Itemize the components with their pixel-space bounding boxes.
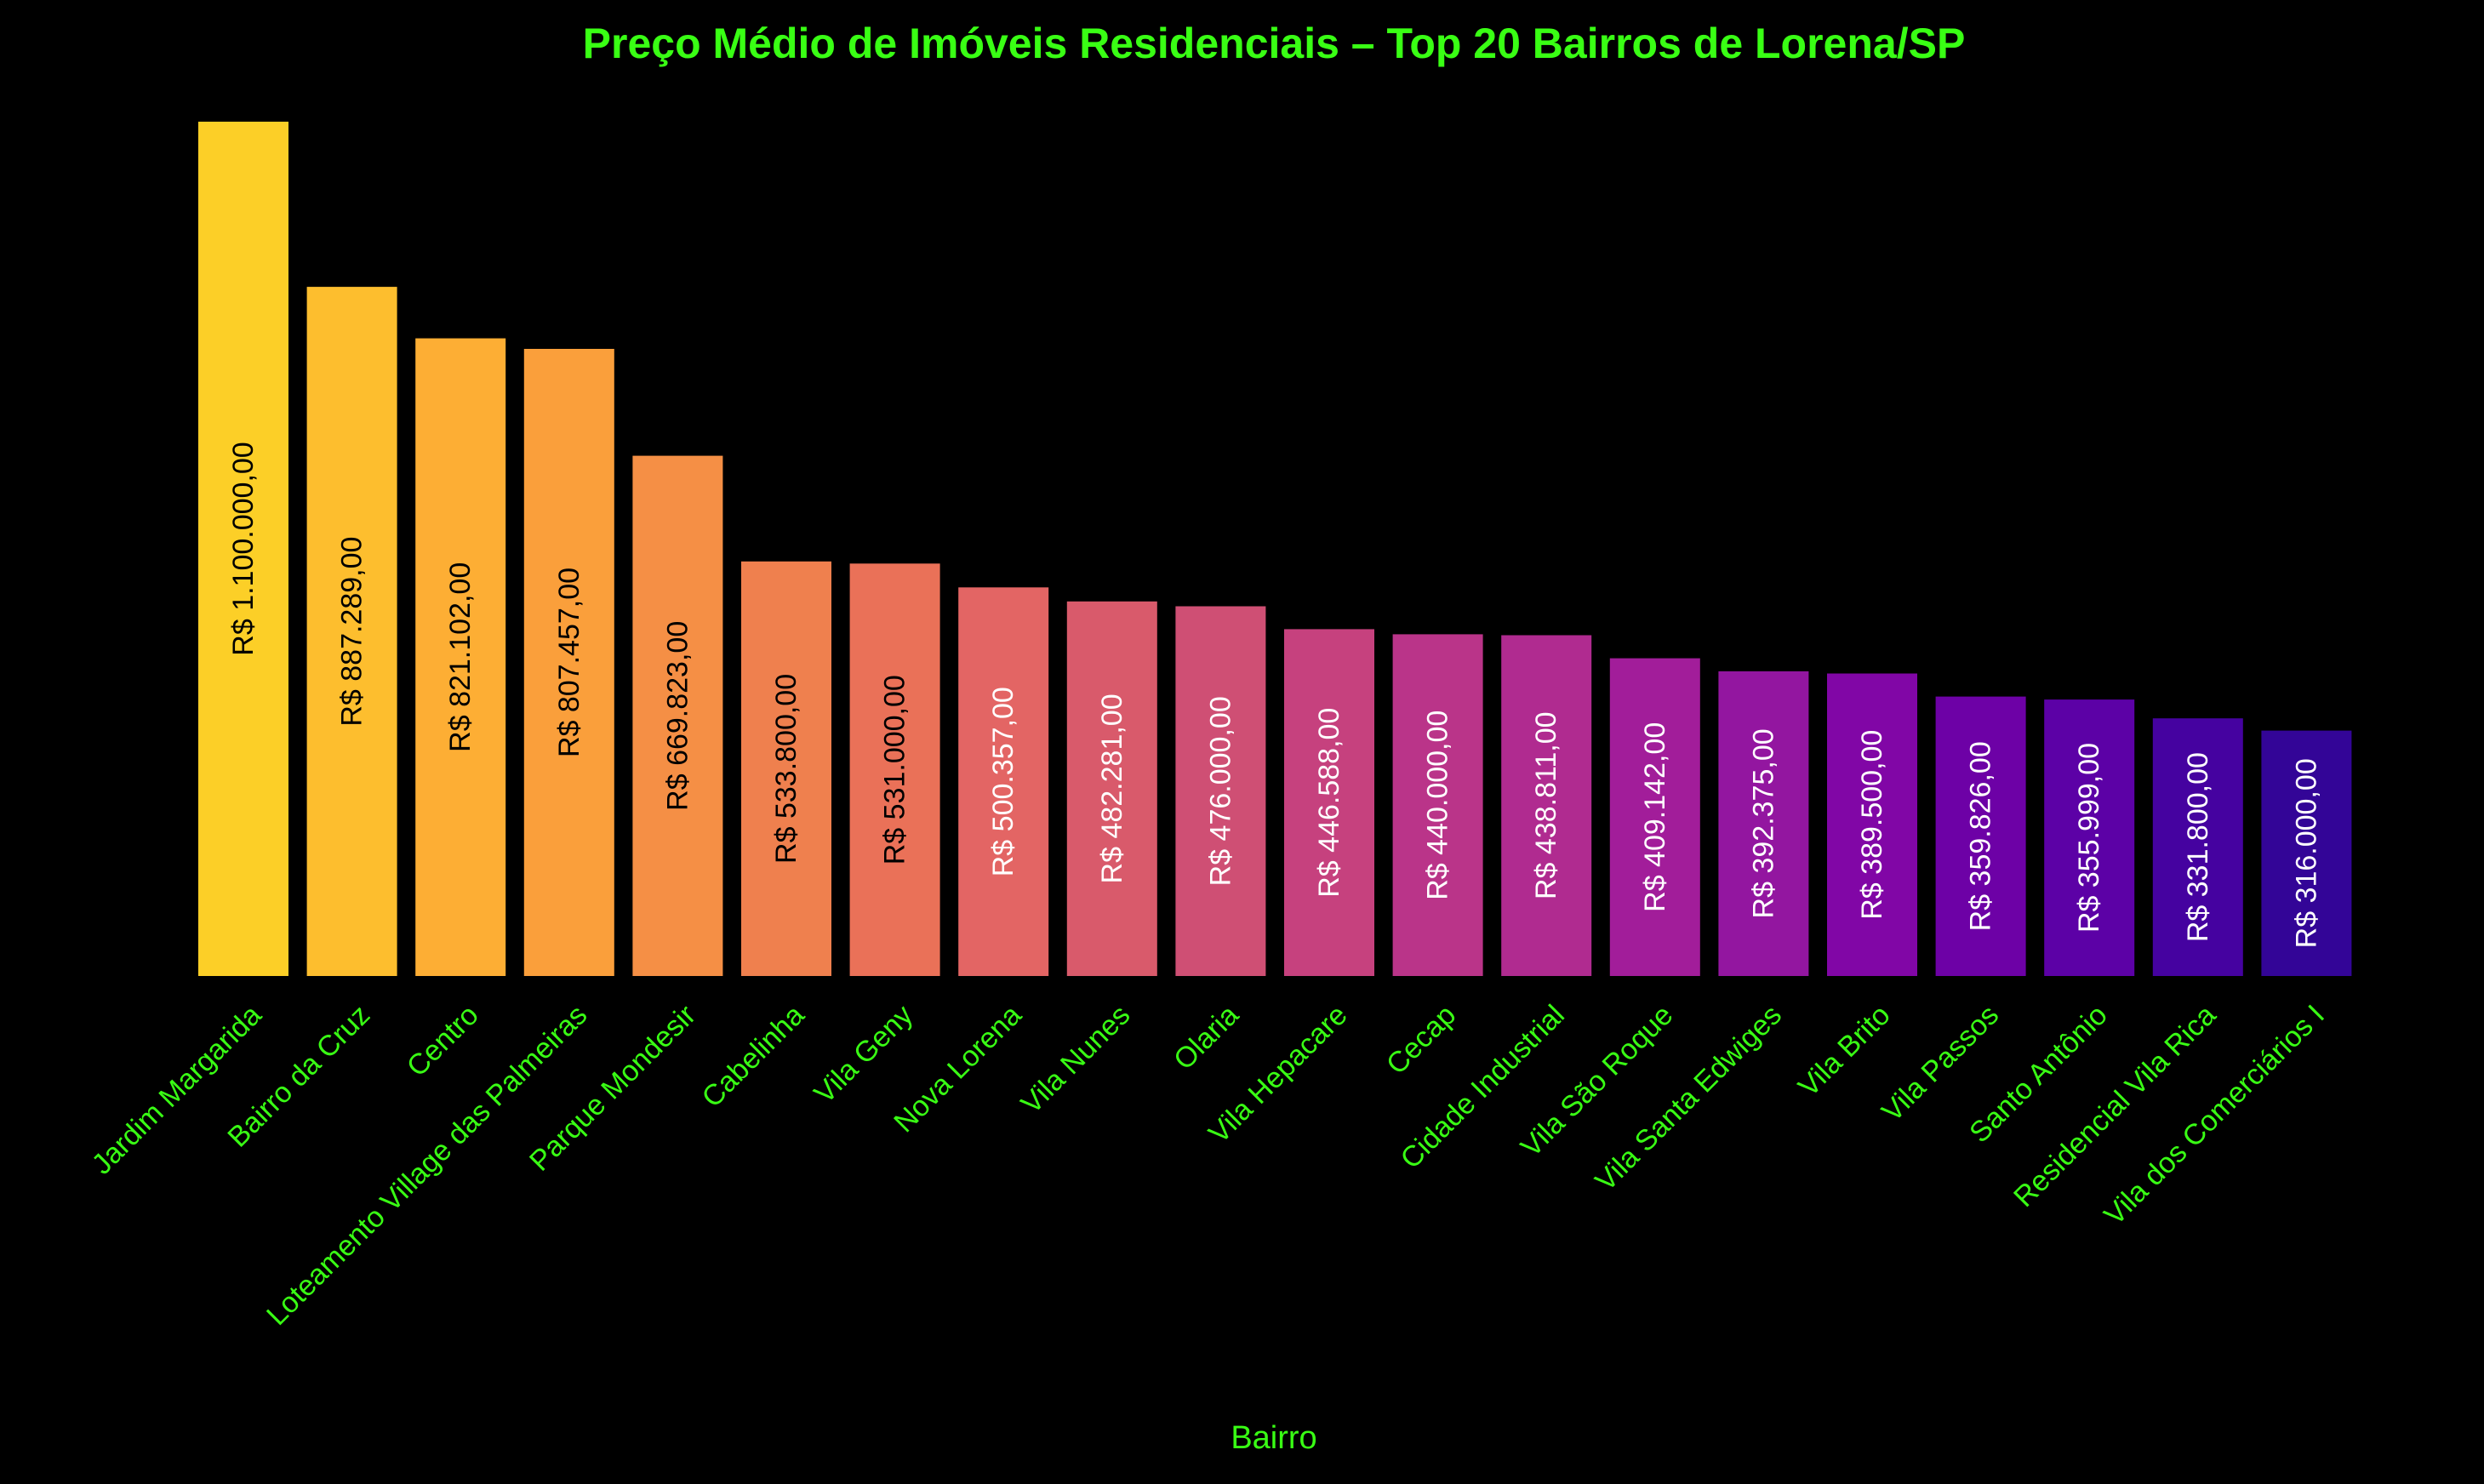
bar-2 — [306, 287, 397, 977]
value-labels-layer: R$ 1.100.000,00 R$ 887.289,00 R$ 821.102,0… — [227, 442, 2322, 948]
bar-7 — [849, 563, 940, 976]
bar-value-label: R$ 331.800,00 — [2182, 752, 2214, 942]
bar-12 — [1392, 634, 1483, 976]
bar-value-label: R$ 409.142,00 — [1639, 722, 1671, 912]
x-tick-label: Vila dos Comerciários I — [2098, 999, 2331, 1232]
bar-14 — [1609, 658, 1700, 976]
x-tick-label: Cecap — [1380, 999, 1462, 1081]
bar-value-label: R$ 355.999,00 — [2073, 743, 2105, 933]
bar-value-label: R$ 669.823,00 — [661, 621, 694, 811]
bar-value-label: R$ 389.500,00 — [1856, 730, 1888, 920]
bar-19 — [2152, 718, 2243, 976]
x-tick-label: Vila Nunes — [1015, 999, 1137, 1121]
bar-value-label: R$ 446.588,00 — [1313, 708, 1345, 898]
bar-13 — [1501, 635, 1592, 976]
bar-value-label: R$ 531.000,00 — [879, 675, 911, 865]
bar-9 — [1066, 601, 1157, 976]
x-tick-label: Cabelinha — [695, 999, 810, 1114]
bar-11 — [1284, 629, 1374, 976]
bar-10 — [1175, 606, 1266, 976]
bar-value-label: R$ 533.800,00 — [770, 674, 802, 864]
x-tick-label: Vila Geny — [808, 999, 920, 1110]
bar-value-label: R$ 359.826,00 — [1965, 741, 1997, 931]
bar-value-label: R$ 821.102,00 — [444, 562, 477, 752]
bar-4 — [523, 349, 614, 976]
bar-15 — [1718, 671, 1809, 976]
bar-value-label: R$ 807.457,00 — [553, 568, 585, 757]
bar-value-label: R$ 1.100.000,00 — [227, 442, 260, 655]
x-tick-label: Residencial Vila Rica — [2007, 999, 2222, 1213]
x-tick-label: Vila Brito — [1792, 999, 1897, 1104]
bar-value-label: R$ 500.357,00 — [987, 687, 1019, 876]
bar-value-label: R$ 316.000,00 — [2290, 758, 2322, 948]
bar-value-label: R$ 482.281,00 — [1096, 693, 1128, 883]
x-tick-label: Vila Santa Edwiges — [1589, 999, 1788, 1198]
bars-layer — [198, 122, 2352, 977]
bar-1 — [198, 122, 288, 976]
bar-value-label: R$ 887.289,00 — [336, 537, 368, 727]
bar-5 — [632, 455, 723, 976]
bar-value-label: R$ 476.000,00 — [1204, 696, 1236, 886]
x-tick-label: Olaria — [1168, 999, 1245, 1076]
bar-20 — [2261, 730, 2352, 976]
x-tick-label: Jardim Margarida — [86, 999, 268, 1181]
bar-value-label: R$ 392.375,00 — [1747, 728, 1779, 918]
chart-title: Preço Médio de Imóveis Residenciais – To… — [583, 20, 1966, 67]
x-axis-label: Bairro — [1231, 1420, 1316, 1456]
bar-6 — [741, 561, 831, 976]
bar-8 — [958, 587, 1049, 976]
bar-16 — [1827, 673, 1917, 976]
bar-value-label: R$ 440.000,00 — [1422, 711, 1454, 900]
x-tick-label: Centro — [401, 999, 485, 1083]
bar-17 — [1935, 696, 2026, 976]
bar-value-label: R$ 438.811,00 — [1530, 711, 1562, 899]
bar-18 — [2044, 699, 2135, 976]
bar-3 — [415, 338, 506, 977]
